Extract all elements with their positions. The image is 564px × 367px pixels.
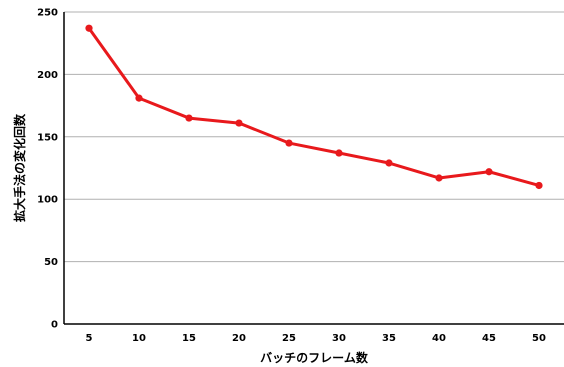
y-tick-labels: 0 50 100 150 200 250	[37, 8, 58, 331]
x-tick-label: 20	[232, 333, 246, 344]
y-tick-label: 100	[37, 195, 58, 206]
data-point	[85, 24, 93, 32]
data-point	[185, 114, 193, 122]
x-tick-label: 25	[282, 333, 296, 344]
x-tick-label: 40	[432, 333, 446, 344]
data-point	[285, 139, 293, 147]
x-tick-labels: 5 10 15 20 25 30 35 40 45 50	[86, 333, 546, 344]
data-point	[335, 149, 343, 157]
y-axis-title: 拡大手法の変化回数	[12, 113, 27, 222]
x-tick-label: 30	[332, 333, 346, 344]
x-tick-label: 10	[132, 333, 146, 344]
data-point	[135, 94, 143, 102]
x-tick-label: 45	[482, 333, 496, 344]
data-point	[435, 174, 443, 182]
x-tick-label: 5	[86, 333, 93, 344]
axes	[63, 12, 564, 325]
y-tick-label: 50	[44, 257, 58, 268]
series-line	[87, 26, 541, 187]
data-point	[535, 181, 543, 190]
x-tick-label: 50	[532, 333, 546, 344]
y-tick-label: 250	[37, 8, 58, 19]
grid-lines	[64, 11, 564, 263]
y-tick-label: 150	[37, 132, 58, 143]
y-tick-label: 200	[37, 70, 58, 81]
data-point	[485, 168, 493, 176]
x-tick-label: 15	[182, 333, 196, 344]
y-tick-label: 0	[51, 320, 58, 331]
x-axis-title: バッチのフレーム数	[260, 350, 369, 365]
x-tick-label: 35	[382, 333, 396, 344]
series-layer	[85, 24, 543, 190]
data-point	[385, 159, 393, 167]
data-point	[235, 119, 243, 127]
